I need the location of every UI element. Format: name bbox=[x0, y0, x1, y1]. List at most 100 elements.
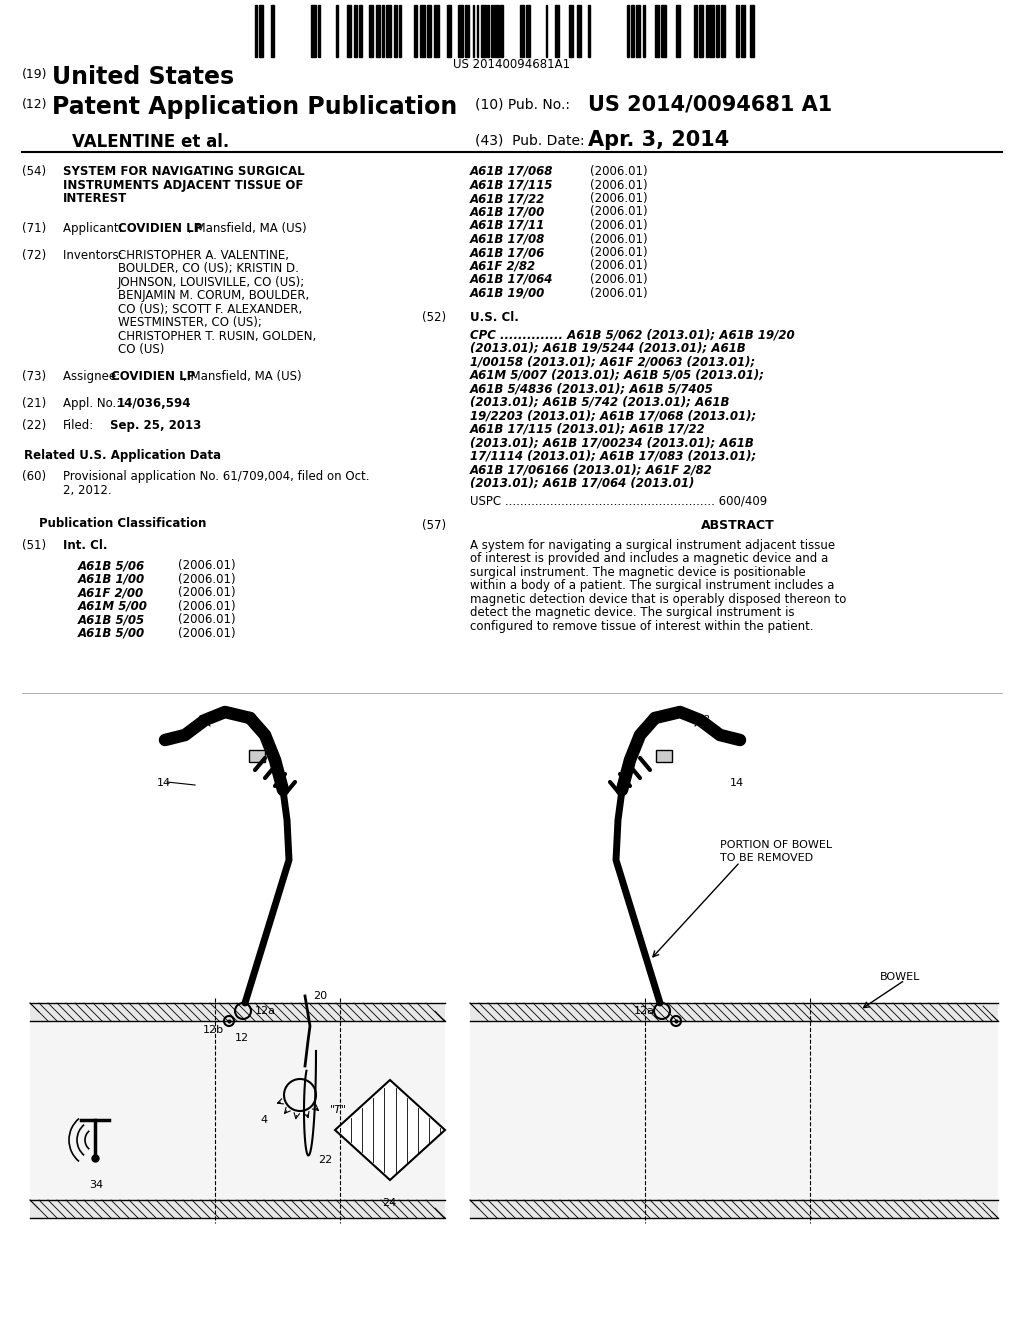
Text: A61F 2/00: A61F 2/00 bbox=[78, 586, 144, 599]
Bar bbox=[376, 5, 381, 57]
Text: 2, 2012.: 2, 2012. bbox=[63, 483, 112, 496]
Bar bbox=[30, 1003, 445, 1020]
Text: (22): (22) bbox=[22, 418, 46, 432]
Bar bbox=[500, 5, 503, 57]
Text: COVIDIEN LP: COVIDIEN LP bbox=[111, 370, 196, 383]
Bar bbox=[741, 5, 744, 57]
Text: INSTRUMENTS ADJACENT TISSUE OF: INSTRUMENTS ADJACENT TISSUE OF bbox=[63, 178, 303, 191]
Text: Related U.S. Application Data: Related U.S. Application Data bbox=[25, 449, 221, 462]
Bar bbox=[481, 5, 485, 57]
Bar bbox=[568, 5, 573, 57]
Text: 34: 34 bbox=[89, 1180, 103, 1191]
Text: (2006.01): (2006.01) bbox=[590, 206, 647, 219]
Text: configured to remove tissue of interest within the patient.: configured to remove tissue of interest … bbox=[470, 620, 814, 634]
Text: (21): (21) bbox=[22, 397, 46, 411]
Bar bbox=[30, 1020, 445, 1200]
Bar bbox=[721, 5, 725, 57]
Text: (72): (72) bbox=[22, 248, 46, 261]
Bar bbox=[354, 5, 356, 57]
Text: (2006.01): (2006.01) bbox=[590, 191, 647, 205]
Text: (2006.01): (2006.01) bbox=[590, 219, 647, 232]
Text: A61B 17/00: A61B 17/00 bbox=[470, 206, 545, 219]
Bar bbox=[414, 5, 417, 57]
Bar bbox=[698, 5, 702, 57]
Text: VALENTINE et al.: VALENTINE et al. bbox=[72, 133, 229, 150]
Text: detect the magnetic device. The surgical instrument is: detect the magnetic device. The surgical… bbox=[470, 606, 795, 619]
Bar bbox=[259, 5, 263, 57]
Text: (2006.01): (2006.01) bbox=[178, 599, 236, 612]
Text: CPC .............. A61B 5/062 (2013.01); A61B 19/20: CPC .............. A61B 5/062 (2013.01);… bbox=[470, 329, 795, 342]
Text: (57): (57) bbox=[422, 519, 446, 532]
Text: A61B 5/4836 (2013.01); A61B 5/7405: A61B 5/4836 (2013.01); A61B 5/7405 bbox=[470, 383, 714, 396]
Text: of interest is provided and includes a magnetic device and a: of interest is provided and includes a m… bbox=[470, 553, 828, 565]
Text: 8: 8 bbox=[197, 715, 204, 725]
Text: (2006.01): (2006.01) bbox=[178, 614, 236, 626]
Text: (2006.01): (2006.01) bbox=[178, 573, 236, 586]
Text: A61B 17/08: A61B 17/08 bbox=[470, 232, 545, 246]
Text: 14: 14 bbox=[730, 777, 744, 788]
Text: A61B 17/06166 (2013.01); A61F 2/82: A61B 17/06166 (2013.01); A61F 2/82 bbox=[470, 463, 713, 477]
Text: A61F 2/82: A61F 2/82 bbox=[470, 260, 537, 272]
Text: (19): (19) bbox=[22, 69, 47, 81]
Text: (54): (54) bbox=[22, 165, 46, 178]
Text: 14: 14 bbox=[157, 777, 171, 788]
Text: A61B 17/11: A61B 17/11 bbox=[470, 219, 545, 232]
Bar bbox=[555, 5, 559, 57]
Bar bbox=[706, 5, 708, 57]
Text: A61B 17/115: A61B 17/115 bbox=[470, 178, 553, 191]
Bar bbox=[736, 5, 738, 57]
Text: WESTMINSTER, CO (US);: WESTMINSTER, CO (US); bbox=[118, 317, 262, 329]
Text: A61B 17/068: A61B 17/068 bbox=[470, 165, 553, 178]
Bar bbox=[358, 5, 361, 57]
Bar bbox=[30, 1200, 445, 1218]
Text: A61B 1/00: A61B 1/00 bbox=[78, 573, 145, 586]
Text: Inventors:: Inventors: bbox=[63, 248, 126, 261]
Text: surgical instrument. The magnetic device is positionable: surgical instrument. The magnetic device… bbox=[470, 566, 806, 579]
Text: CHRISTOPHER T. RUSIN, GOLDEN,: CHRISTOPHER T. RUSIN, GOLDEN, bbox=[118, 330, 316, 343]
Text: Apr. 3, 2014: Apr. 3, 2014 bbox=[588, 129, 729, 150]
Text: A61B 17/115 (2013.01); A61B 17/22: A61B 17/115 (2013.01); A61B 17/22 bbox=[470, 422, 706, 436]
Text: Assignee:: Assignee: bbox=[63, 370, 124, 383]
Text: U.S. Cl.: U.S. Cl. bbox=[470, 310, 519, 323]
Text: 4: 4 bbox=[260, 1115, 267, 1125]
Bar bbox=[643, 5, 645, 57]
Text: (2013.01); A61B 17/064 (2013.01): (2013.01); A61B 17/064 (2013.01) bbox=[470, 477, 694, 490]
Text: 22: 22 bbox=[318, 1155, 332, 1166]
Text: 14/036,594: 14/036,594 bbox=[117, 397, 191, 411]
Bar bbox=[636, 5, 640, 57]
Bar bbox=[369, 5, 373, 57]
Text: A61B 5/06: A61B 5/06 bbox=[78, 560, 145, 572]
Text: A61M 5/007 (2013.01); A61B 5/05 (2013.01);: A61M 5/007 (2013.01); A61B 5/05 (2013.01… bbox=[470, 368, 765, 381]
Text: BOWEL: BOWEL bbox=[880, 972, 921, 982]
Text: A61B 17/06: A61B 17/06 bbox=[470, 246, 545, 259]
Text: CO (US); SCOTT F. ALEXANDER,: CO (US); SCOTT F. ALEXANDER, bbox=[118, 302, 302, 315]
Text: A61B 17/064: A61B 17/064 bbox=[470, 273, 553, 286]
Text: (2006.01): (2006.01) bbox=[178, 560, 236, 572]
Bar bbox=[751, 5, 755, 57]
Bar bbox=[255, 5, 257, 57]
Bar bbox=[660, 5, 666, 57]
Bar bbox=[427, 5, 431, 57]
Text: ABSTRACT: ABSTRACT bbox=[700, 519, 774, 532]
Bar bbox=[495, 5, 499, 57]
Bar bbox=[473, 5, 474, 57]
Text: CHRISTOPHER A. VALENTINE,: CHRISTOPHER A. VALENTINE, bbox=[118, 248, 289, 261]
Text: A61B 17/22: A61B 17/22 bbox=[470, 191, 545, 205]
Text: SYSTEM FOR NAVIGATING SURGICAL: SYSTEM FOR NAVIGATING SURGICAL bbox=[63, 165, 304, 178]
Bar bbox=[434, 5, 438, 57]
Text: (52): (52) bbox=[422, 310, 446, 323]
Bar bbox=[270, 5, 274, 57]
Text: A61B 19/00: A61B 19/00 bbox=[470, 286, 545, 300]
Bar bbox=[394, 5, 397, 57]
Bar bbox=[318, 5, 321, 57]
Text: Filed:: Filed: bbox=[63, 418, 94, 432]
Text: (2013.01); A61B 5/742 (2013.01); A61B: (2013.01); A61B 5/742 (2013.01); A61B bbox=[470, 396, 729, 409]
Text: Int. Cl.: Int. Cl. bbox=[63, 539, 108, 552]
Text: COVIDIEN LP: COVIDIEN LP bbox=[118, 222, 203, 235]
Text: Publication Classification: Publication Classification bbox=[39, 517, 207, 531]
Text: within a body of a patient. The surgical instrument includes a: within a body of a patient. The surgical… bbox=[470, 579, 835, 593]
Text: US 2014/0094681 A1: US 2014/0094681 A1 bbox=[588, 95, 833, 115]
Text: (2006.01): (2006.01) bbox=[590, 232, 647, 246]
Text: (2006.01): (2006.01) bbox=[590, 178, 647, 191]
Text: (43)  Pub. Date:: (43) Pub. Date: bbox=[475, 133, 585, 147]
